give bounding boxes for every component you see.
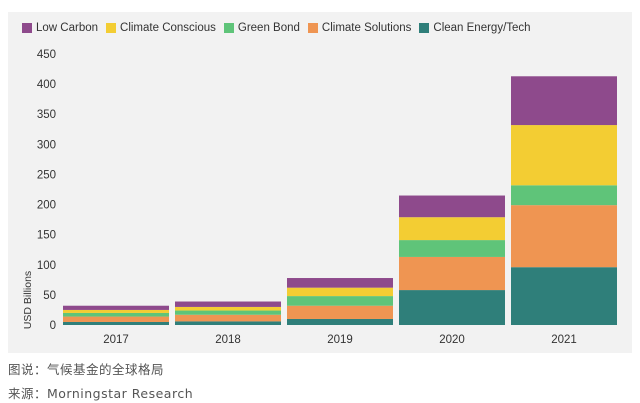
y-tick-label: 350 <box>37 109 56 121</box>
bar-segment-climate-solutions-2020 <box>399 256 505 291</box>
legend-label-climate-solutions: Climate Solutions <box>321 22 412 34</box>
legend-item-green-bond: Green Bond <box>223 22 300 34</box>
legend-item-climate-conscious: Climate Conscious <box>106 22 216 34</box>
bar-segment-climate-solutions-2018 <box>175 314 281 322</box>
figure-caption: 图说：气候基金的全球格局 <box>8 362 165 377</box>
y-axis-label: USD Billions <box>22 271 34 329</box>
bar-segment-low-carbon-2017 <box>63 305 169 310</box>
y-tick-label: 200 <box>37 200 56 212</box>
bar-segment-clean-energy-tech-2018 <box>175 321 281 325</box>
chart-legend: Low Carbon Climate Conscious Green Bond … <box>22 22 531 34</box>
y-tick-label: 300 <box>37 139 56 151</box>
chart-panel: Low Carbon Climate Conscious Green Bond … <box>8 12 632 353</box>
bar-segment-climate-conscious-2018 <box>175 306 281 311</box>
bar-segment-low-carbon-2019 <box>287 278 393 288</box>
y-tick-label: 150 <box>37 230 56 242</box>
bar-segment-climate-conscious-2021 <box>511 125 617 186</box>
source-note: 来源：Morningstar Research <box>8 386 194 401</box>
x-tick-label: 2020 <box>439 334 465 346</box>
bar-segment-green-bond-2017 <box>63 312 169 317</box>
legend-swatch-low-carbon <box>22 23 32 33</box>
y-tick-label: 50 <box>43 290 56 302</box>
legend-item-climate-solutions: Climate Solutions <box>307 22 412 34</box>
bar-segment-climate-conscious-2020 <box>399 217 505 241</box>
bar-segment-climate-solutions-2019 <box>287 305 393 319</box>
x-axis: 2017 2018 2019 2020 2021 <box>103 334 577 346</box>
bar-segment-green-bond-2019 <box>287 296 393 306</box>
legend-swatch-climate-conscious <box>106 23 117 33</box>
bars <box>63 76 617 325</box>
bar-segment-green-bond-2020 <box>399 240 505 257</box>
bar-segment-low-carbon-2020 <box>399 195 505 218</box>
legend-label-green-bond: Green Bond <box>237 22 300 34</box>
y-tick-label: 450 <box>37 49 56 61</box>
bar-segment-low-carbon-2018 <box>175 301 281 307</box>
bar-segment-clean-energy-tech-2020 <box>399 290 505 325</box>
legend-label-clean-energy-tech: Clean Energy/Tech <box>433 22 531 34</box>
y-tick-label: 250 <box>37 169 56 181</box>
legend-label-climate-conscious: Climate Conscious <box>120 22 216 34</box>
y-tick-label: 100 <box>37 260 56 272</box>
stacked-bar-chart: 0 50 100 150 200 250 300 350 400 450 2017 2018 2019… <box>22 49 617 346</box>
y-tick-label: 0 <box>50 320 56 332</box>
legend-item-clean-energy-tech: Clean Energy/Tech <box>419 22 531 34</box>
bar-segment-clean-energy-tech-2021 <box>511 267 617 325</box>
legend-swatch-green-bond <box>223 23 234 33</box>
legend-label-low-carbon: Low Carbon <box>36 22 99 34</box>
x-tick-label: 2018 <box>215 334 241 346</box>
bar-segment-clean-energy-tech-2019 <box>287 318 393 325</box>
y-tick-label: 400 <box>37 79 56 91</box>
legend-swatch-clean-energy-tech <box>419 23 430 33</box>
legend-swatch-climate-solutions <box>307 23 318 33</box>
bar-segment-climate-solutions-2017 <box>63 316 169 322</box>
bar-segment-green-bond-2018 <box>175 310 281 315</box>
x-tick-label: 2019 <box>327 334 353 346</box>
x-tick-label: 2017 <box>103 334 129 346</box>
x-tick-label: 2021 <box>551 334 577 346</box>
bar-segment-climate-conscious-2017 <box>63 309 169 313</box>
bar-segment-low-carbon-2021 <box>511 76 617 126</box>
bar-segment-climate-conscious-2019 <box>287 287 393 297</box>
bar-segment-green-bond-2021 <box>511 185 617 206</box>
bar-segment-clean-energy-tech-2017 <box>63 321 169 325</box>
bar-segment-climate-solutions-2021 <box>511 205 617 268</box>
legend-item-low-carbon: Low Carbon <box>22 22 98 34</box>
y-axis: 0 50 100 150 200 250 300 350 400 450 <box>37 49 56 332</box>
